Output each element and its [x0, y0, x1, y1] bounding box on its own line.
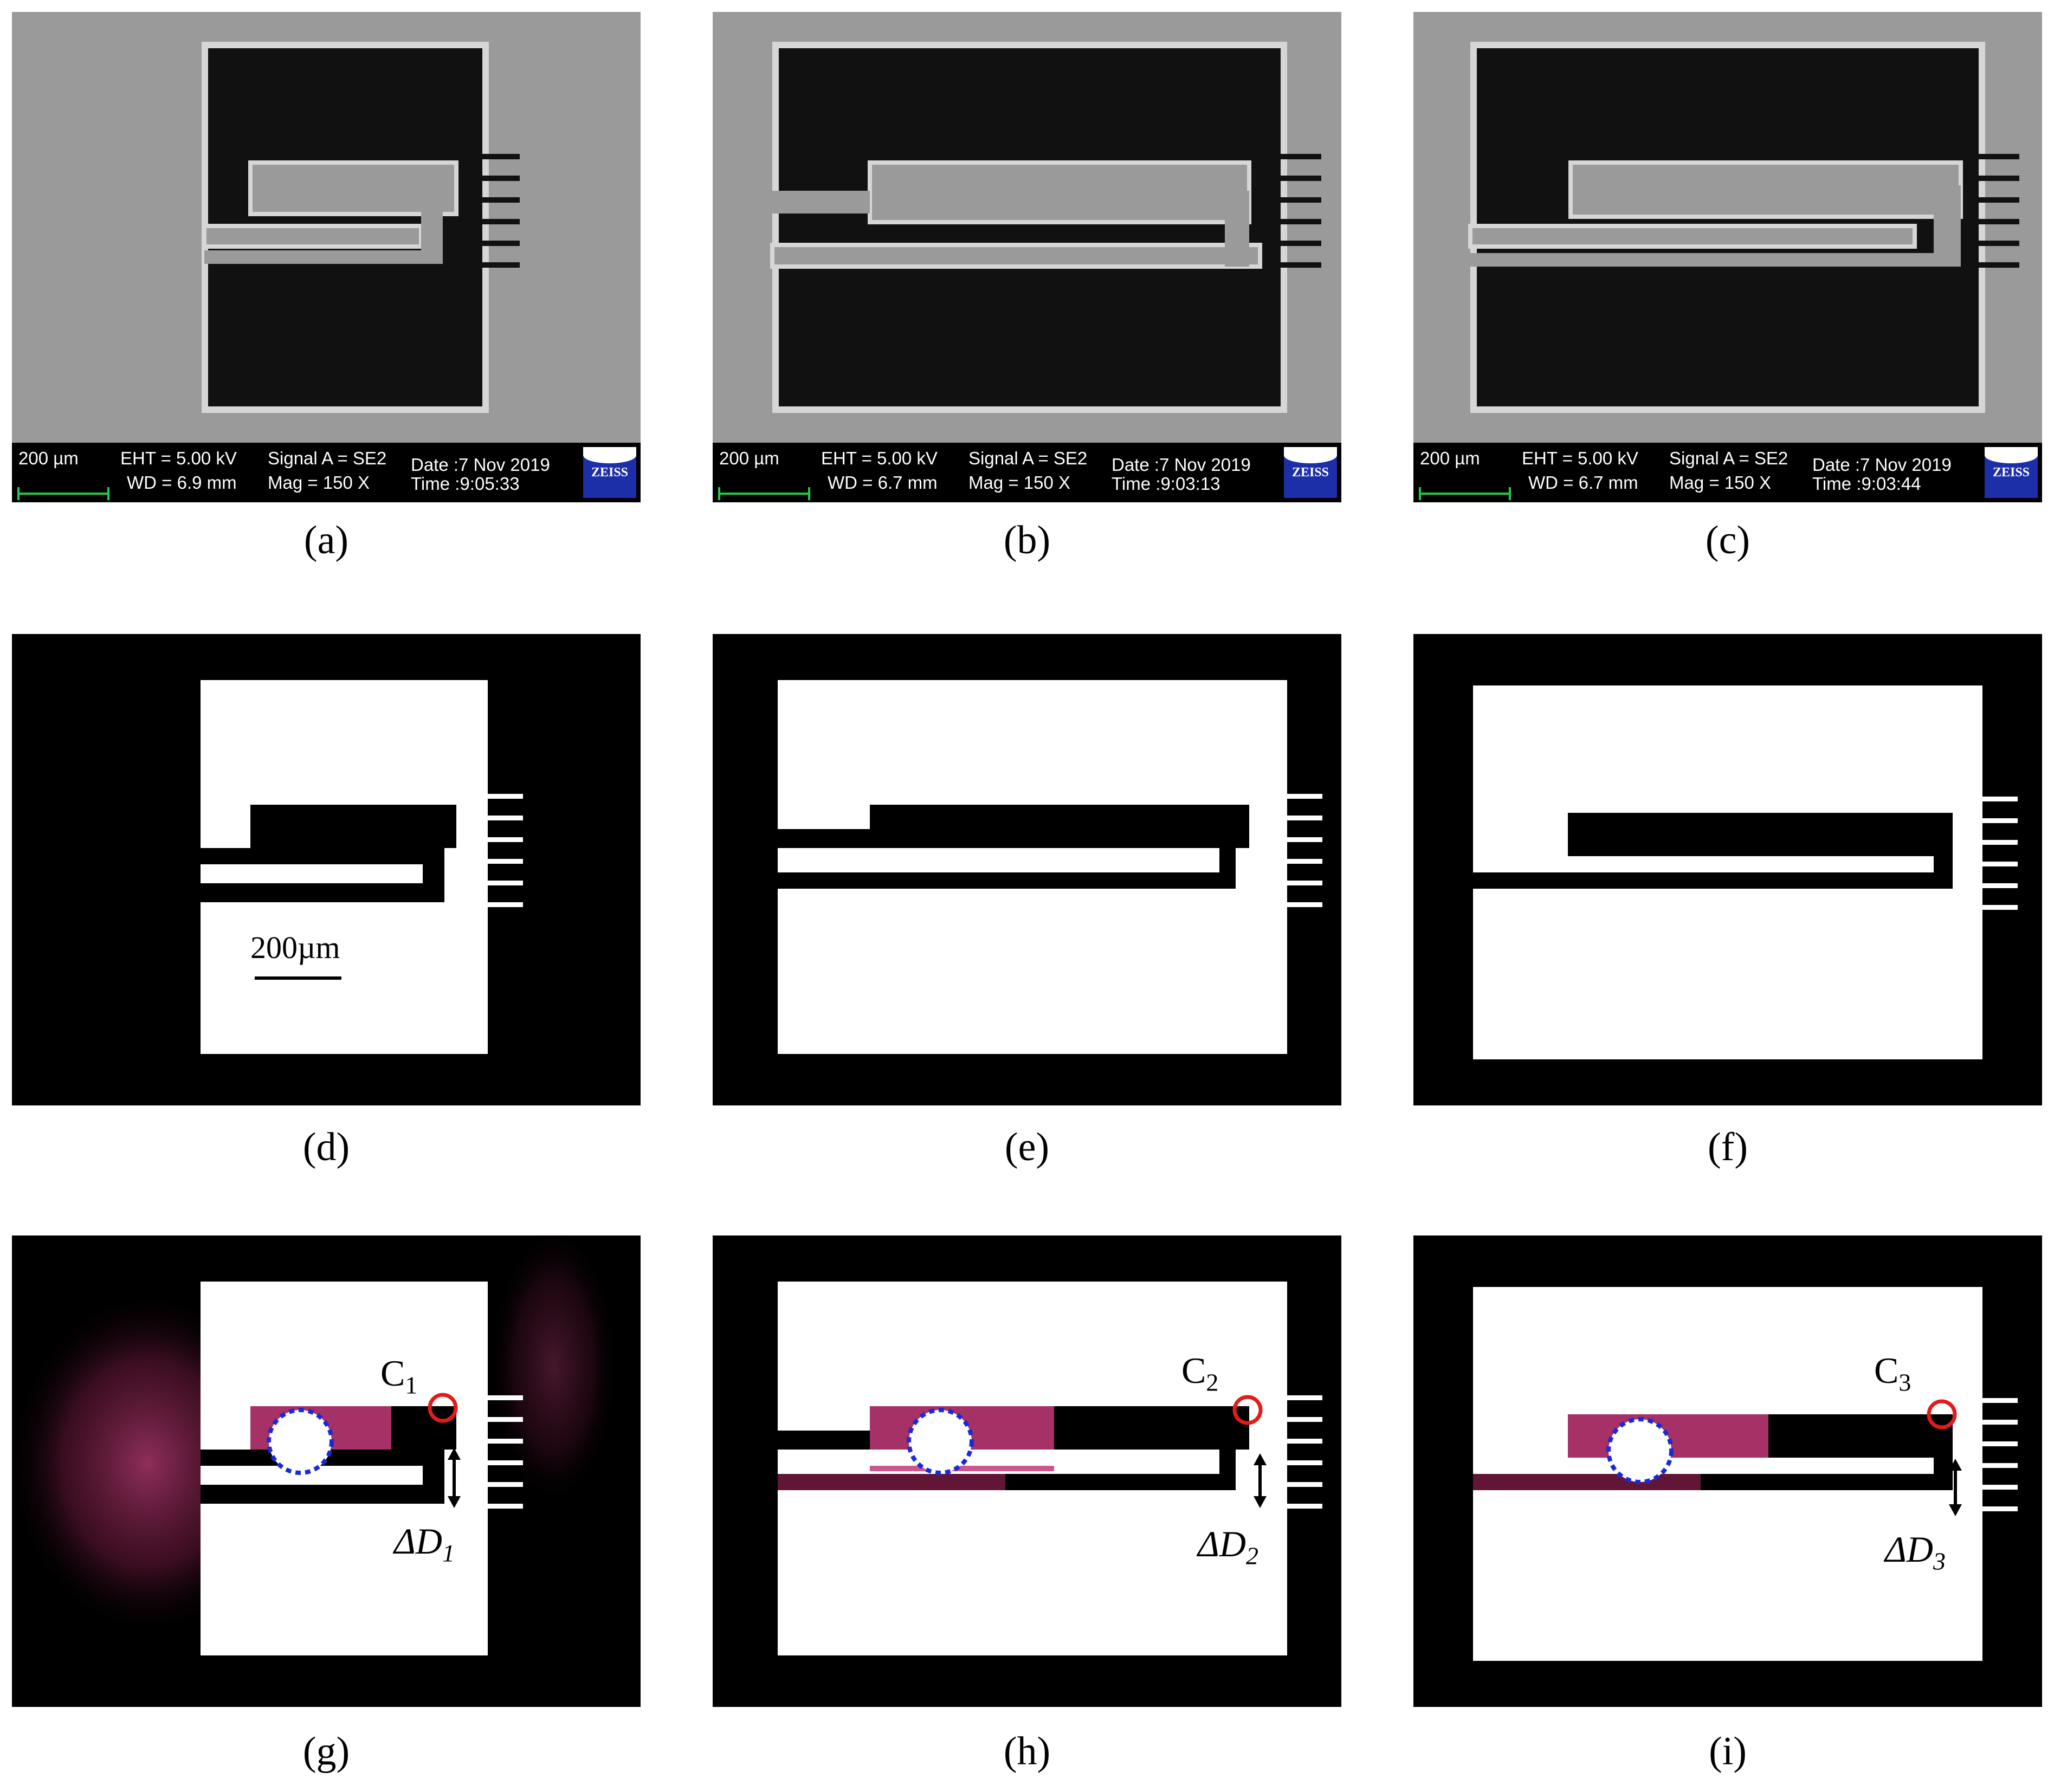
delta-label: ΔD2	[1198, 1523, 1259, 1570]
mag-label: Mag = 150 X	[1669, 473, 1772, 493]
scale-bar	[17, 487, 109, 500]
caption-e: (e)	[1004, 1125, 1050, 1169]
time-label: Time :9:03:44	[1812, 474, 1921, 494]
wd-label: WD = 6.7 mm	[828, 473, 938, 493]
time-label: Time :9:03:13	[1112, 474, 1220, 494]
sem-image-a: 200 µm EHT = 5.00 kV WD = 6.9 mm Signal …	[12, 12, 641, 502]
caption-i: (i)	[1709, 1729, 1747, 1774]
signal-label: Signal A = SE2	[968, 448, 1088, 468]
caption-g: (g)	[302, 1729, 350, 1774]
overlay-image-g: C1 ΔD1	[12, 1235, 641, 1707]
corner-label: C2	[1181, 1350, 1219, 1396]
mag-label: Mag = 150 X	[268, 473, 370, 493]
date-label: Date :7 Nov 2019	[411, 455, 550, 475]
caption-c: (c)	[1705, 518, 1751, 562]
scale-bar	[1419, 487, 1511, 500]
scale-label: 200 µm	[1420, 448, 1480, 468]
sem-info-bar: 200 µm EHT = 5.00 kV WD = 6.9 mm Signal …	[12, 443, 641, 502]
binary-image-f	[1413, 634, 2042, 1105]
corner-label: C1	[380, 1353, 418, 1399]
scale-bar	[718, 487, 810, 500]
wd-label: WD = 6.9 mm	[127, 473, 237, 493]
overlay-image-i: C3 ΔD3	[1413, 1235, 2042, 1707]
eht-label: EHT = 5.00 kV	[120, 448, 237, 468]
caption-f: (f)	[1708, 1125, 1748, 1169]
zeiss-logo: ZEISS	[1985, 447, 2038, 498]
signal-label: Signal A = SE2	[1669, 448, 1788, 468]
zeiss-logo: ZEISS	[583, 447, 636, 498]
mag-label: Mag = 150 X	[968, 473, 1071, 493]
date-label: Date :7 Nov 2019	[1812, 455, 1952, 475]
eht-label: EHT = 5.00 kV	[1522, 448, 1638, 468]
sem-image-c: 200 µm EHT = 5.00 kV WD = 6.7 mm Signal …	[1413, 12, 2042, 502]
sem-image-b: 200 µm EHT = 5.00 kV WD = 6.7 mm Signal …	[713, 12, 1341, 502]
eht-label: EHT = 5.00 kV	[821, 448, 938, 468]
caption-b: (b)	[1003, 518, 1051, 562]
date-label: Date :7 Nov 2019	[1112, 455, 1251, 475]
sem-info-bar: 200 µm EHT = 5.00 kV WD = 6.7 mm Signal …	[1413, 443, 2042, 502]
time-label: Time :9:05:33	[411, 474, 520, 494]
signal-label: Signal A = SE2	[268, 448, 387, 468]
delta-label: ΔD1	[394, 1521, 455, 1567]
scale-label: 200µm	[250, 930, 340, 965]
caption-d: (d)	[302, 1125, 350, 1169]
zeiss-logo: ZEISS	[1284, 447, 1337, 498]
scale-label: 200 µm	[18, 448, 79, 468]
caption-h: (h)	[1003, 1729, 1051, 1774]
binary-image-d: 200µm	[12, 634, 641, 1105]
scale-label: 200 µm	[719, 448, 779, 468]
sem-info-bar: 200 µm EHT = 5.00 kV WD = 6.7 mm Signal …	[713, 443, 1341, 502]
corner-label: C3	[1874, 1350, 1911, 1396]
delta-label: ΔD3	[1885, 1529, 1946, 1575]
overlay-image-h: C2 ΔD2	[713, 1235, 1341, 1707]
wd-label: WD = 6.7 mm	[1528, 473, 1638, 493]
binary-image-e	[713, 634, 1341, 1105]
caption-a: (a)	[303, 518, 349, 562]
